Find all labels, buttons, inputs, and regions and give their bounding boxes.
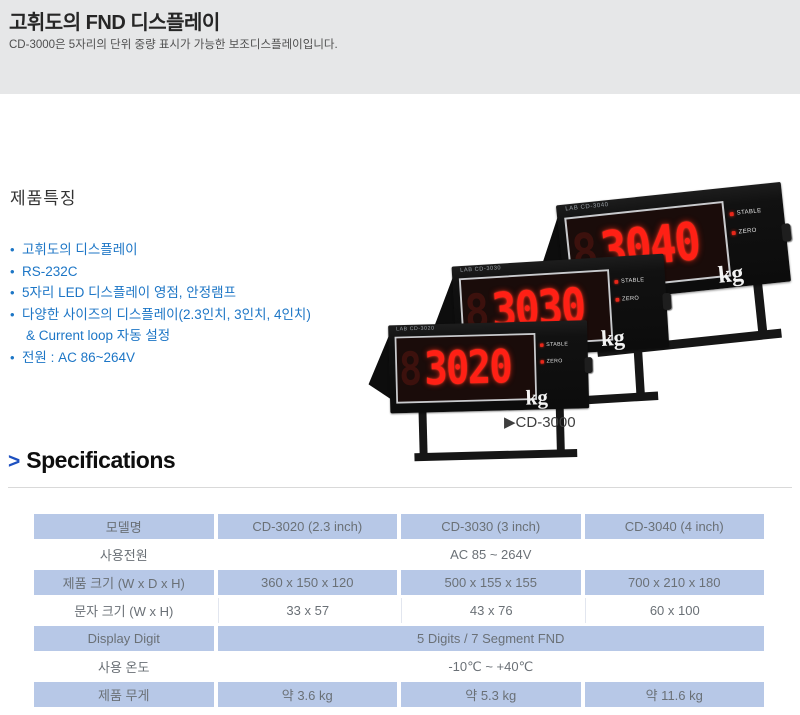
- column-header: CD-3020 (2.3 inch): [217, 514, 397, 539]
- spec-row-label: 제품 크기 (W x D x H): [34, 570, 214, 595]
- zero-indicator: ZERO: [540, 359, 568, 365]
- stable-led-icon: [729, 211, 734, 217]
- spec-value: 60 x 100: [584, 598, 765, 623]
- column-header: CD-3040 (4 inch): [584, 514, 764, 539]
- mounting-knob: [662, 292, 672, 311]
- bullet-icon: •: [10, 306, 15, 322]
- page-header: 고휘도의 FND 디스플레이 CD-3000은 5자리의 단위 중량 표시가 가…: [0, 0, 800, 94]
- spec-value: -10℃ ~ +40℃: [448, 658, 534, 674]
- table-row: 제품 무게 약 3.6 kg 약 5.3 kg 약 11.6 kg: [34, 682, 764, 707]
- table-row: 제품 크기 (W x D x H) 360 x 150 x 120 500 x …: [34, 570, 764, 595]
- page-title: 고휘도의 FND 디스플레이: [9, 12, 220, 34]
- feature-item: • 고휘도의 디스플레이: [10, 239, 390, 261]
- mounting-knob: [781, 223, 792, 242]
- spec-value: AC 85 ~ 264V: [450, 547, 532, 562]
- column-header: 모델명: [34, 514, 214, 539]
- status-indicators: STABLE ZERO: [729, 208, 765, 249]
- column-header: CD-3030 (3 inch): [401, 514, 581, 539]
- status-indicators: STABLE ZERO: [614, 277, 646, 314]
- device-face: LAB CD-3020 8 3020 STABLE ZERO kg: [388, 320, 593, 414]
- table-row: 사용전원 AC 85 ~ 264V: [34, 542, 764, 567]
- feature-item-label: 전원 : AC 86~264V: [22, 349, 136, 365]
- specifications-table: 모델명 CD-3020 (2.3 inch) CD-3030 (3 inch) …: [30, 511, 768, 710]
- spec-value: 약 11.6 kg: [584, 682, 764, 707]
- stable-led-icon: [539, 343, 544, 347]
- spec-row-label: Display Digit: [34, 626, 214, 651]
- spec-value: 약 3.6 kg: [217, 682, 397, 707]
- zero-indicator: ZERO: [731, 227, 763, 236]
- zero-label: ZERO: [738, 227, 758, 236]
- product-photo: LAB CD-3040 8 3040 STABLE ZERO kg LAB CD-…: [0, 100, 800, 462]
- table-row: Display Digit 5 Digits / 7 Segment FND: [34, 626, 764, 651]
- spec-value: 43 x 76: [401, 598, 581, 623]
- specifications-title: Specifications: [26, 447, 176, 473]
- spec-value: 360 x 150 x 120: [217, 570, 397, 595]
- feature-item: • RS-232C: [10, 261, 390, 283]
- table-header-row: 모델명 CD-3020 (2.3 inch) CD-3030 (3 inch) …: [34, 514, 764, 539]
- kg-unit-label: kg: [716, 260, 745, 289]
- spec-value: 700 x 210 x 180: [584, 570, 764, 595]
- feature-item-label: 다양한 사이즈의 디스플레이(2.3인치, 3인치, 4인치): [22, 306, 311, 322]
- feature-item-label: 고휘도의 디스플레이: [22, 242, 138, 257]
- stable-indicator: STABLE: [539, 341, 569, 348]
- kg-unit-label: kg: [600, 325, 626, 352]
- table-row: 사용 온도 -10℃ ~ +40℃: [34, 654, 764, 679]
- led-ghost-digit: 8: [398, 343, 422, 397]
- kg-unit-label: kg: [525, 386, 549, 410]
- feature-item: • 전원 : AC 86~264V: [10, 347, 390, 369]
- device-model-label: LAB CD-3030: [460, 265, 502, 274]
- spec-row-label: 사용전원: [99, 548, 148, 563]
- stable-label: STABLE: [546, 341, 569, 348]
- bullet-icon: •: [10, 349, 15, 365]
- zero-led-icon: [731, 230, 736, 236]
- spec-row-label: 사용 온도: [98, 660, 150, 675]
- features-section: 제품특징 • 고휘도의 디스플레이 • RS-232C • 5자리 LED 디스플레이…: [10, 184, 390, 368]
- spec-row-label: 제품 무게: [34, 682, 214, 707]
- feature-item-continuation: & Current loop 자동 설정: [10, 325, 390, 347]
- mounting-knob: [584, 357, 593, 374]
- stable-label: STABLE: [620, 277, 645, 285]
- led-panel: 8 3020: [394, 333, 538, 404]
- features-heading: 제품특징: [10, 189, 77, 208]
- specifications-heading: > Specifications: [8, 447, 792, 488]
- spec-row-label: 문자 크기 (W x H): [74, 604, 174, 619]
- stable-led-icon: [614, 279, 619, 284]
- spec-value: 33 x 57: [217, 598, 398, 623]
- stable-indicator: STABLE: [614, 277, 645, 285]
- spec-value: 5 Digits / 7 Segment FND: [217, 626, 764, 651]
- feature-item: • 다양한 사이즈의 디스플레이(2.3인치, 3인치, 4인치): [10, 304, 390, 326]
- feature-item-label: & Current loop 자동 설정: [26, 328, 171, 343]
- status-indicators: STABLE ZERO: [539, 341, 569, 376]
- table-row: 문자 크기 (W x H) 33 x 57 43 x 76 60 x 100: [34, 598, 764, 623]
- zero-label: ZERO: [546, 358, 563, 365]
- spec-value: 약 5.3 kg: [401, 682, 581, 707]
- product-caption: ▶CD-3000: [504, 414, 576, 431]
- chevron-right-icon: >: [8, 450, 21, 473]
- device-model-label: LAB CD-3040: [565, 201, 610, 213]
- bullet-icon: •: [10, 285, 15, 300]
- zero-label: ZERO: [621, 295, 640, 303]
- zero-indicator: ZERO: [615, 295, 645, 302]
- feature-item-label: RS-232C: [22, 263, 78, 279]
- led-digits: 3020: [424, 340, 513, 396]
- zero-led-icon: [615, 297, 620, 302]
- device-model-label: LAB CD-3020: [396, 325, 435, 333]
- features-list: • 고휘도의 디스플레이 • RS-232C • 5자리 LED 디스플레이 영점, …: [10, 239, 390, 368]
- stable-indicator: STABLE: [729, 208, 762, 217]
- zero-led-icon: [540, 360, 545, 364]
- page-subtitle: CD-3000은 5자리의 단위 중량 표시가 가능한 보조디스플레이입니다.: [9, 39, 338, 51]
- bullet-icon: •: [10, 242, 15, 257]
- feature-item: • 5자리 LED 디스플레이 영점, 안정램프: [10, 282, 390, 304]
- spec-value: 500 x 155 x 155: [401, 570, 581, 595]
- bullet-icon: •: [10, 263, 15, 279]
- stable-label: STABLE: [736, 208, 762, 217]
- feature-item-label: 5자리 LED 디스플레이 영점, 안정램프: [22, 285, 236, 300]
